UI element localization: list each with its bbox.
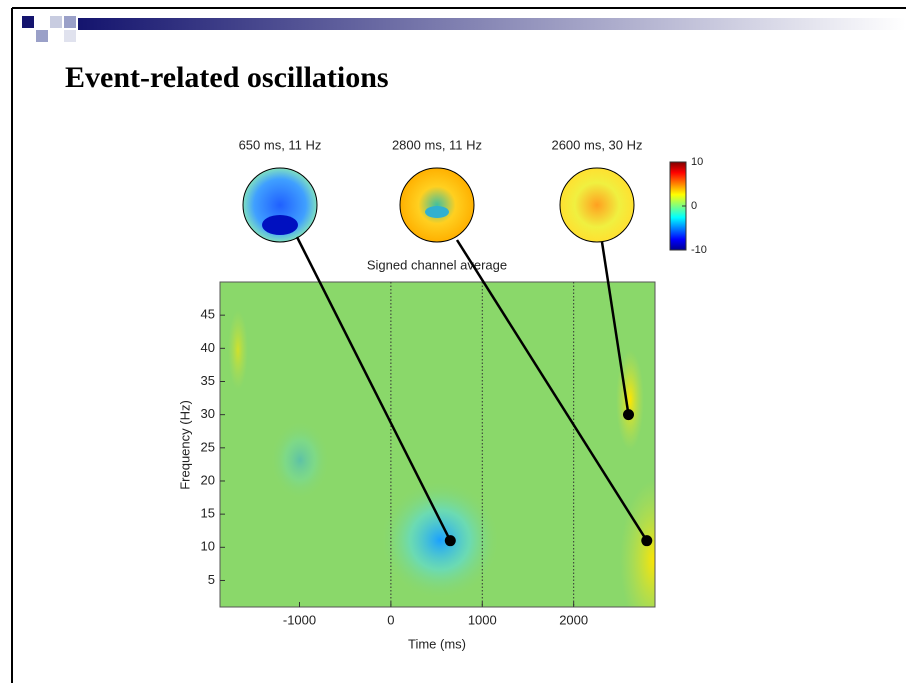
data-point bbox=[641, 535, 652, 546]
slide-title: Event-related oscillations bbox=[65, 61, 389, 94]
plot bbox=[220, 282, 690, 640]
topomaps bbox=[243, 162, 686, 250]
y-tick-label: 35 bbox=[201, 373, 215, 388]
x-tick-label: 2000 bbox=[559, 612, 588, 627]
plot-title: Signed channel average bbox=[367, 257, 507, 272]
x-tick-label: 0 bbox=[387, 612, 394, 627]
colorbar-tick-label: -10 bbox=[691, 244, 707, 256]
y-tick-label: 10 bbox=[201, 539, 215, 554]
y-tick-label: 25 bbox=[201, 439, 215, 454]
x-tick-label: 1000 bbox=[468, 612, 497, 627]
colorbar-tick-label: 10 bbox=[691, 156, 703, 168]
colorbar-tick-label: 0 bbox=[691, 200, 697, 212]
topomap-label: 2600 ms, 30 Hz bbox=[551, 137, 642, 152]
data-point bbox=[445, 535, 456, 546]
y-axis-label: Frequency (Hz) bbox=[177, 400, 192, 490]
slide: Event-related oscillations Signed channe… bbox=[0, 0, 906, 683]
topomap-label: 650 ms, 11 Hz bbox=[239, 137, 322, 152]
slide-decoration bbox=[22, 16, 906, 42]
data-point bbox=[623, 409, 634, 420]
x-tick-label: -1000 bbox=[283, 612, 316, 627]
x-axis-label: Time (ms) bbox=[408, 636, 466, 651]
y-tick-label: 15 bbox=[201, 506, 215, 521]
topomap-label: 2800 ms, 11 Hz bbox=[392, 137, 482, 152]
y-tick-label: 5 bbox=[208, 572, 215, 587]
y-tick-label: 20 bbox=[201, 472, 215, 487]
y-tick-label: 40 bbox=[201, 340, 215, 355]
y-tick-label: 45 bbox=[201, 307, 215, 322]
y-tick-label: 30 bbox=[201, 406, 215, 421]
